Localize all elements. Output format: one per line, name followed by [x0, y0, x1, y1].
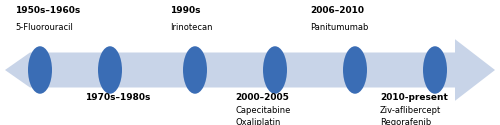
Polygon shape — [5, 39, 495, 101]
Text: 1970s–1980s: 1970s–1980s — [85, 92, 150, 102]
Text: Panitumumab: Panitumumab — [310, 22, 368, 32]
Ellipse shape — [263, 46, 287, 94]
Text: Regorafenib: Regorafenib — [380, 118, 431, 125]
Ellipse shape — [423, 46, 447, 94]
Ellipse shape — [343, 46, 367, 94]
Text: 1950s–1960s: 1950s–1960s — [15, 6, 80, 15]
Text: Capecitabine: Capecitabine — [235, 106, 290, 115]
Ellipse shape — [98, 46, 122, 94]
Text: 2006–2010: 2006–2010 — [310, 6, 364, 15]
Text: Oxaliplatin: Oxaliplatin — [235, 118, 281, 125]
Text: 5-Fluorouracil: 5-Fluorouracil — [15, 22, 73, 32]
Text: 2010-present: 2010-present — [380, 92, 448, 102]
Text: Irinotecan: Irinotecan — [170, 22, 212, 32]
Text: Ziv-aflibercept: Ziv-aflibercept — [380, 106, 442, 115]
Ellipse shape — [183, 46, 207, 94]
Text: 1990s: 1990s — [170, 6, 200, 15]
Text: 2000–2005: 2000–2005 — [235, 92, 289, 102]
Ellipse shape — [28, 46, 52, 94]
